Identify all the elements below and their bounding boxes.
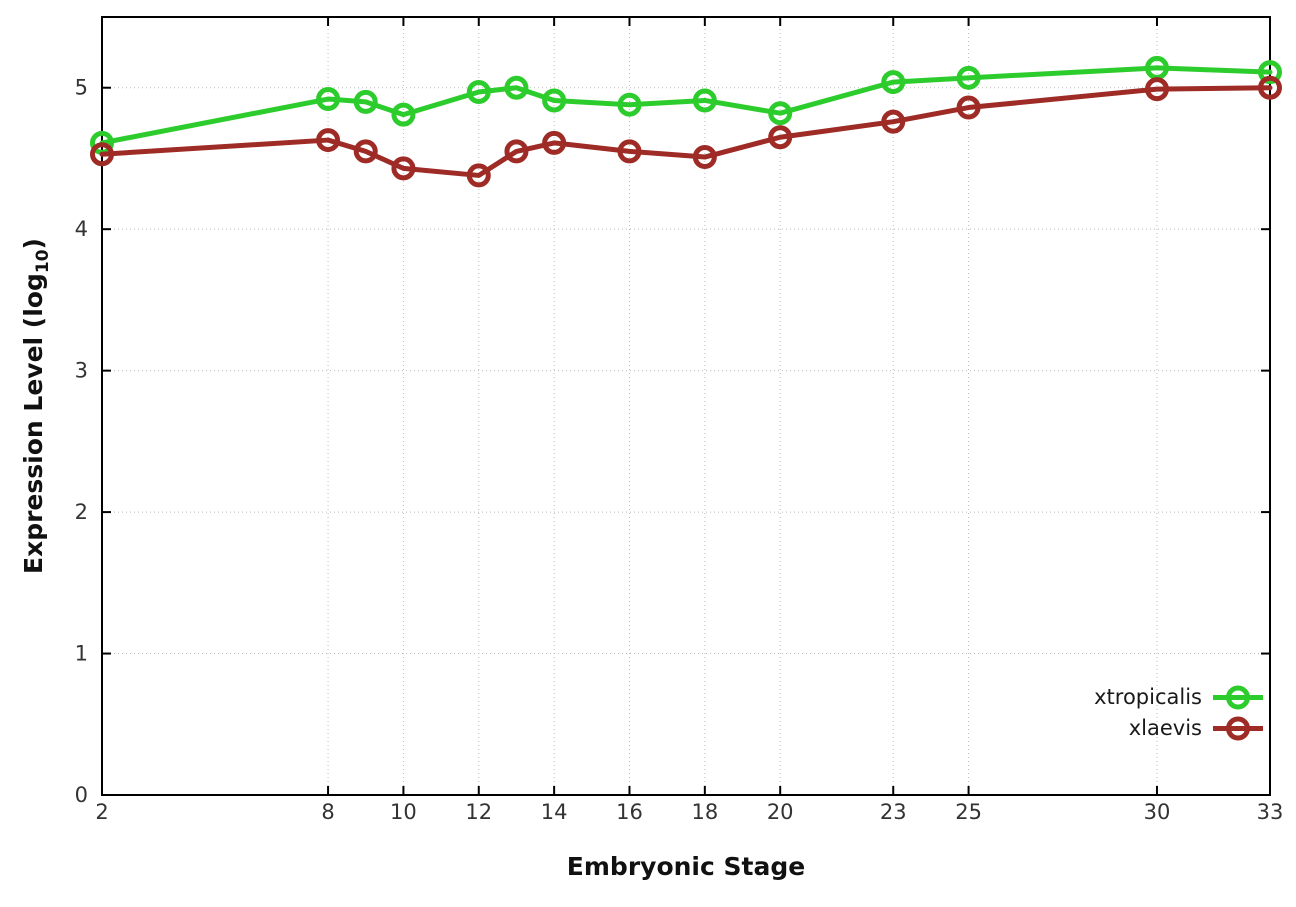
- data-point-xlaevis: [1258, 75, 1282, 100]
- data-point-xlaevis: [542, 130, 567, 155]
- data-point-xlaevis: [316, 128, 341, 153]
- x-tick-label: 20: [767, 800, 794, 824]
- data-point-xlaevis: [90, 142, 114, 167]
- data-point-xlaevis: [1144, 77, 1169, 102]
- data-point-xtropicalis: [466, 79, 491, 104]
- x-tick-label: 23: [880, 800, 907, 824]
- y-tick-label: 3: [75, 359, 88, 383]
- data-point-xlaevis: [617, 139, 642, 164]
- x-tick-label: 8: [321, 800, 334, 824]
- data-point-xtropicalis: [391, 102, 416, 127]
- data-point-xtropicalis: [542, 88, 567, 113]
- x-tick-label: 25: [955, 800, 982, 824]
- data-point-xtropicalis: [353, 89, 378, 114]
- series-line-xlaevis: [99, 85, 1273, 178]
- plot-border: [101, 16, 1271, 796]
- x-tick-label: 30: [1144, 800, 1171, 824]
- legend-item-xlaevis: xlaevis: [1094, 715, 1264, 742]
- legend-label-xtropicalis: xtropicalis: [1094, 685, 1202, 709]
- x-tick-label: 33: [1257, 800, 1284, 824]
- x-tick-label: 18: [691, 800, 718, 824]
- legend-marker-icon: [1213, 685, 1263, 710]
- y-axis-title-suffix: ): [19, 238, 48, 250]
- data-point-xlaevis: [504, 139, 529, 164]
- data-point-xtropicalis: [881, 70, 906, 95]
- legend-label-xlaevis: xlaevis: [1128, 716, 1202, 740]
- x-tick-label: 12: [465, 800, 492, 824]
- y-tick-label: 0: [75, 783, 88, 807]
- data-point-xtropicalis: [768, 101, 793, 126]
- y-tick-label: 1: [75, 642, 88, 666]
- y-tick-label: 5: [75, 76, 88, 100]
- x-tick-label: 2: [95, 800, 108, 824]
- y-tick-label: 2: [75, 500, 88, 524]
- data-point-xtropicalis: [1258, 60, 1282, 85]
- series-line-xtropicalis: [99, 65, 1273, 146]
- data-point-xtropicalis: [504, 75, 529, 100]
- x-tick-label: 16: [616, 800, 643, 824]
- data-point-xlaevis: [768, 125, 793, 150]
- data-point-xtropicalis: [956, 65, 981, 90]
- legend-item-xtropicalis: xtropicalis: [1094, 684, 1264, 711]
- data-point-xlaevis: [466, 163, 491, 188]
- legend: xtropicalis xlaevis: [1094, 684, 1264, 742]
- x-tick-label: 10: [390, 800, 417, 824]
- x-axis-title: Embryonic Stage: [566, 852, 806, 881]
- data-point-xlaevis: [956, 95, 981, 120]
- data-point-xlaevis: [692, 145, 717, 170]
- legend-marker-icon: [1213, 716, 1263, 741]
- data-point-xtropicalis: [692, 88, 717, 113]
- y-tick-label: 4: [75, 217, 88, 241]
- x-tick-label: 14: [541, 800, 568, 824]
- data-point-xlaevis: [353, 139, 378, 164]
- y-axis-title-subscript: 10: [33, 249, 53, 274]
- y-axis-title-text: Expression Level (log: [19, 273, 48, 574]
- data-point-xlaevis: [881, 109, 906, 134]
- y-axis-title: Expression Level (log10): [19, 238, 53, 574]
- data-point-xtropicalis: [316, 87, 341, 112]
- data-point-xlaevis: [391, 156, 416, 181]
- data-point-xtropicalis: [617, 92, 642, 117]
